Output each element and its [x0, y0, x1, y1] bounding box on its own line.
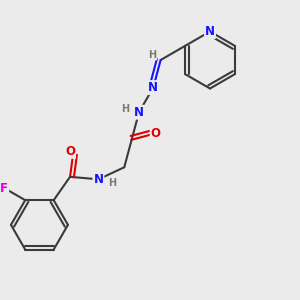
Text: O: O: [151, 127, 160, 140]
Text: N: N: [148, 81, 158, 94]
Text: F: F: [0, 182, 8, 195]
Text: H: H: [122, 104, 130, 114]
Text: H: H: [148, 50, 156, 60]
Text: N: N: [134, 106, 144, 119]
Text: O: O: [65, 145, 75, 158]
Text: N: N: [205, 25, 215, 38]
Text: N: N: [93, 173, 103, 186]
Text: H: H: [108, 178, 116, 188]
